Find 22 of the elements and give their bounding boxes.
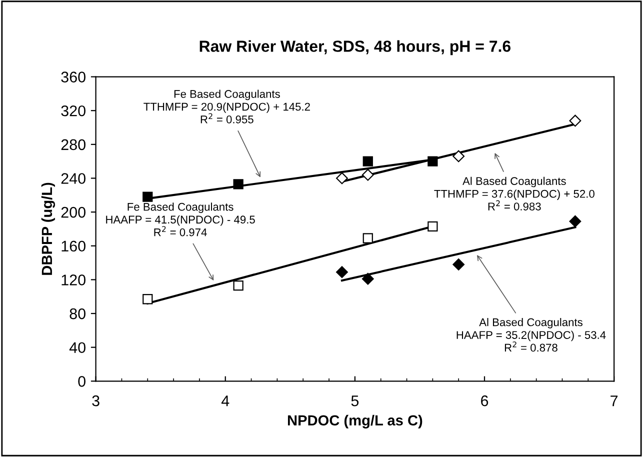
x-tick-label: 4 [221, 396, 230, 406]
y-tick-label: 240 [61, 173, 86, 184]
x-axis-title: NPDOC (mg/L as C) [288, 414, 422, 428]
y-tick-label: 40 [69, 342, 86, 354]
x-tick-label: 6 [481, 395, 488, 406]
y-tick-label: 200 [61, 206, 86, 218]
chart-title: Raw River Water, SDS, 48 hours, pH = 7.6 [200, 40, 511, 56]
y-axis-title: DBPFP (ug/L) [41, 182, 56, 275]
y-tick-label: 120 [62, 274, 86, 286]
annotation: Fe Based Coagulants TTHMFP = 20.9(NPDOC) + 145.2 R$^{2}$ = 0.955 [144, 90, 310, 124]
y-tick-label: 160 [62, 240, 86, 252]
y-tick-label: 0 [78, 376, 86, 387]
x-tick-label: 7 [610, 396, 618, 406]
x-tick-label: 3 [92, 395, 100, 406]
annotation: Al Based Coagulants HAAFP = 35.2(NPDOC) - 53.4 R$^{2}$ = 0.878 [456, 318, 606, 352]
annotation: Fe Based Coagulants HAAFP = 41.5(NPDOC) - 49.5 R$^{2}$ = 0.974 [106, 202, 255, 236]
y-tick-label: 320 [61, 105, 86, 116]
y-tick-label: 80 [70, 308, 86, 320]
y-tick-label: 280 [61, 139, 86, 150]
x-tick-label: 5 [351, 396, 359, 406]
annotation: Al Based Coagulants TTHMFP = 37.6(NPDOC) + 52.0 R$^{2}$ = 0.983 [434, 176, 594, 210]
y-tick-label: 360 [61, 72, 86, 82]
